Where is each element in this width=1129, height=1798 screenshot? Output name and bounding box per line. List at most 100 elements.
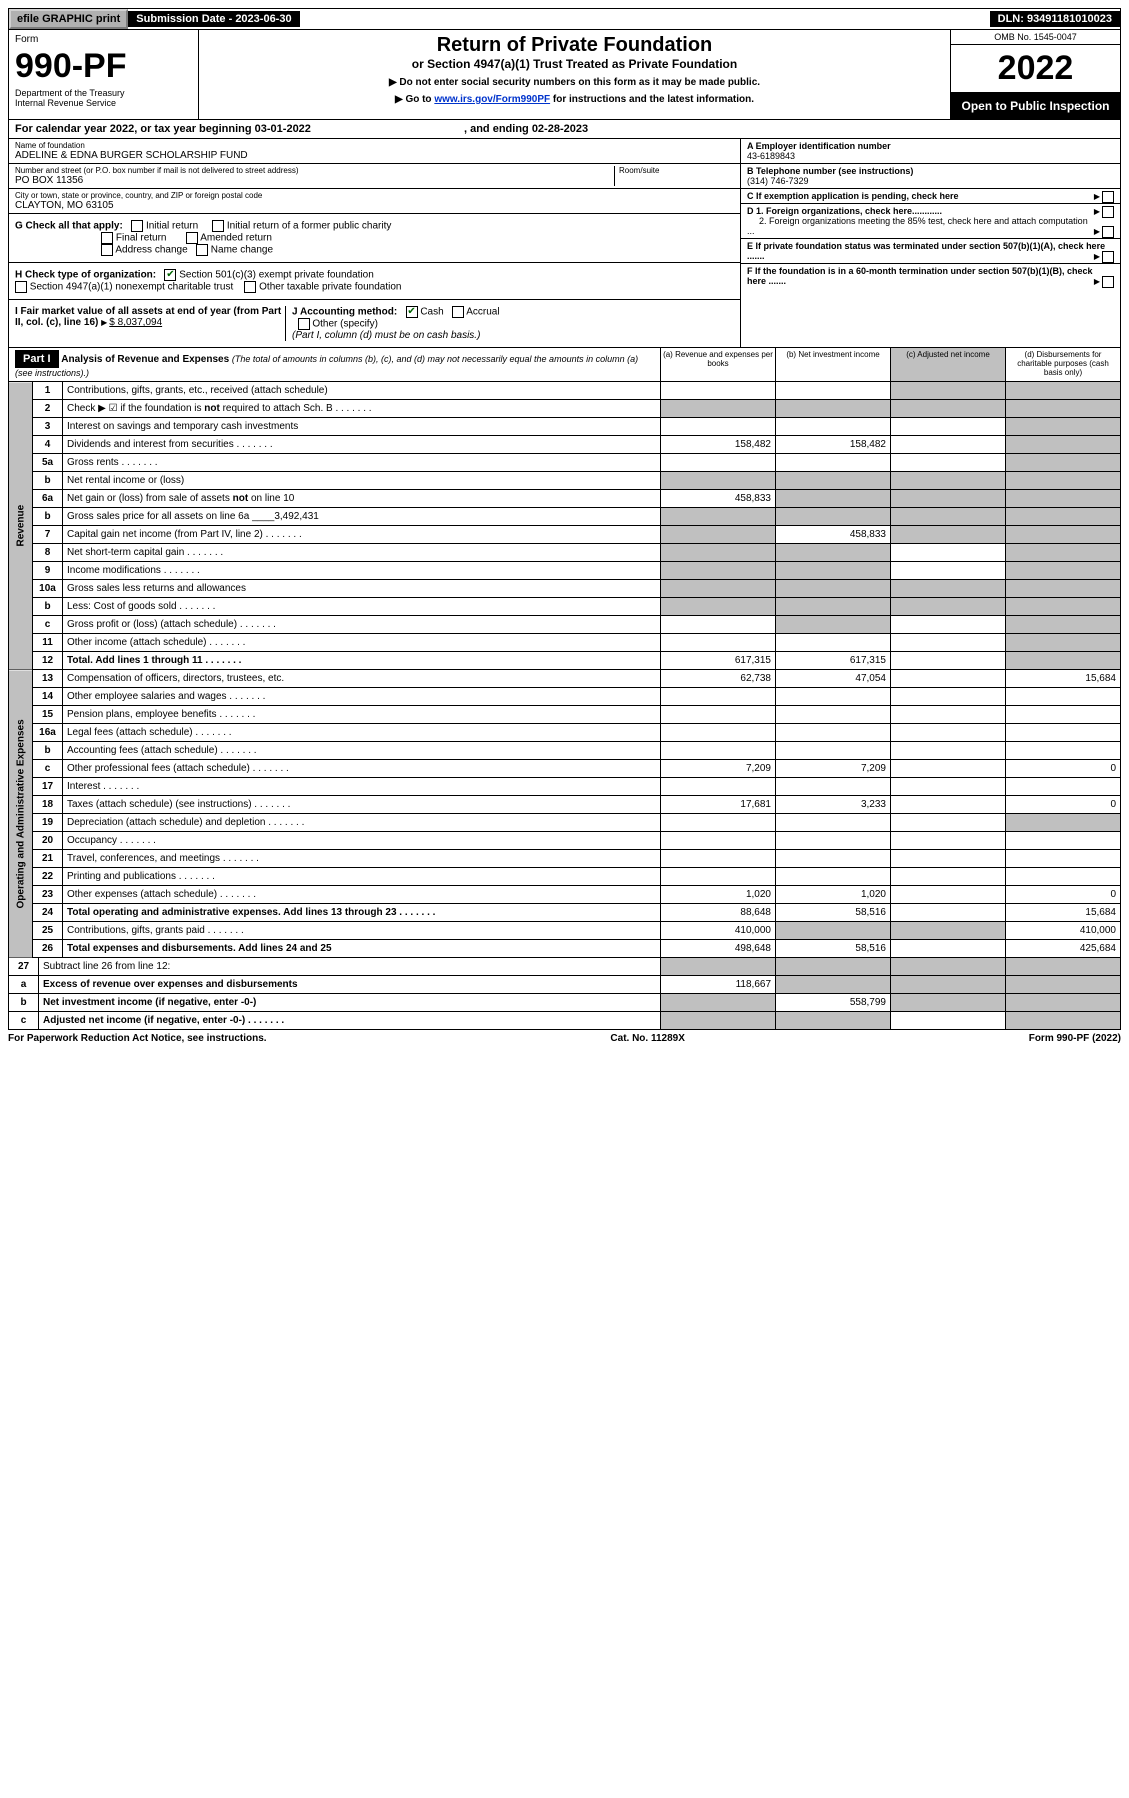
value-cell: 3,233 [776, 796, 891, 814]
line-number: 4 [33, 436, 63, 454]
value-cell [661, 508, 776, 526]
check-d1[interactable] [1102, 206, 1114, 218]
check-f[interactable] [1102, 276, 1114, 288]
table-row: bLess: Cost of goods sold . . . . . . . [9, 598, 1121, 616]
page-footer: For Paperwork Reduction Act Notice, see … [8, 1030, 1121, 1047]
line-description: Taxes (attach schedule) (see instruction… [63, 796, 661, 814]
check-address[interactable] [101, 244, 113, 256]
line-description: Check ▶ ☑ if the foundation is not requi… [63, 400, 661, 418]
city: CLAYTON, MO 63105 [15, 200, 734, 211]
value-cell [891, 832, 1006, 850]
addr: PO BOX 11356 [15, 175, 614, 186]
value-cell [891, 1012, 1006, 1030]
h-label: H Check type of organization: [15, 270, 156, 281]
value-cell: 617,315 [776, 652, 891, 670]
col-b-head: (b) Net investment income [775, 348, 890, 381]
value-cell [661, 526, 776, 544]
line-description: Less: Cost of goods sold . . . . . . . [63, 598, 661, 616]
entity-left: Name of foundation ADELINE & EDNA BURGER… [9, 139, 740, 347]
check-4947[interactable] [15, 281, 27, 293]
line-description: Total expenses and disbursements. Add li… [63, 940, 661, 958]
j-other: Other (specify) [312, 319, 378, 330]
value-cell [1006, 832, 1121, 850]
value-cell [776, 508, 891, 526]
line-description: Pension plans, employee benefits . . . .… [63, 706, 661, 724]
table-row: 8Net short-term capital gain . . . . . .… [9, 544, 1121, 562]
value-cell [776, 454, 891, 472]
check-amended[interactable] [186, 232, 198, 244]
efile-print-button[interactable]: efile GRAPHIC print [9, 9, 128, 29]
check-initial-return[interactable] [131, 220, 143, 232]
line-description: Net rental income or (loss) [63, 472, 661, 490]
line-description: Net short-term capital gain . . . . . . … [63, 544, 661, 562]
value-cell: 15,684 [1006, 904, 1121, 922]
value-cell [661, 400, 776, 418]
value-cell [891, 850, 1006, 868]
opt-final: Final return [116, 233, 167, 244]
check-final[interactable] [101, 232, 113, 244]
form990pf-link[interactable]: www.irs.gov/Form990PF [434, 94, 550, 105]
table-row: 17Interest . . . . . . . [9, 778, 1121, 796]
value-cell [891, 508, 1006, 526]
table-row: 9Income modifications . . . . . . . [9, 562, 1121, 580]
value-cell [1006, 472, 1121, 490]
check-other-taxable[interactable] [244, 281, 256, 293]
value-cell: 158,482 [661, 436, 776, 454]
value-cell [1006, 598, 1121, 616]
check-initial-former[interactable] [212, 220, 224, 232]
line-description: Interest on savings and temporary cash i… [63, 418, 661, 436]
value-cell [776, 580, 891, 598]
d1-label: D 1. Foreign organizations, check here..… [747, 206, 942, 216]
check-name[interactable] [196, 244, 208, 256]
value-cell [661, 706, 776, 724]
value-cell [776, 490, 891, 508]
value-cell [776, 958, 891, 976]
value-cell [1006, 400, 1121, 418]
check-e[interactable] [1102, 251, 1114, 263]
i-value: $ 8,037,094 [109, 317, 162, 328]
table-row: cAdjusted net income (if negative, enter… [9, 1012, 1121, 1030]
value-cell [776, 976, 891, 994]
value-cell [776, 850, 891, 868]
value-cell [891, 958, 1006, 976]
line-number: 10a [33, 580, 63, 598]
check-other-method[interactable] [298, 318, 310, 330]
dept-treasury: Department of the Treasury [15, 88, 192, 98]
value-cell [891, 886, 1006, 904]
check-accrual[interactable] [452, 306, 464, 318]
check-c[interactable] [1102, 191, 1114, 203]
table-row: 4Dividends and interest from securities … [9, 436, 1121, 454]
value-cell [661, 580, 776, 598]
value-cell [661, 832, 776, 850]
check-501c3[interactable] [164, 269, 176, 281]
value-cell [891, 904, 1006, 922]
e-label: E If private foundation status was termi… [747, 241, 1105, 261]
check-cash[interactable] [406, 306, 418, 318]
form-header: Form 990-PF Department of the Treasury I… [8, 30, 1121, 120]
table-row: 11Other income (attach schedule) . . . .… [9, 634, 1121, 652]
header-right: OMB No. 1545-0047 2022 Open to Public In… [950, 30, 1120, 119]
value-cell [776, 634, 891, 652]
value-cell [891, 742, 1006, 760]
value-cell [891, 436, 1006, 454]
line-number: 18 [33, 796, 63, 814]
line-description: Travel, conferences, and meetings . . . … [63, 850, 661, 868]
note2-prefix: ▶ Go to [395, 94, 434, 105]
value-cell: 498,648 [661, 940, 776, 958]
value-cell [891, 976, 1006, 994]
value-cell: 158,482 [776, 436, 891, 454]
value-cell [891, 526, 1006, 544]
value-cell [1006, 526, 1121, 544]
line-number: 9 [33, 562, 63, 580]
entity-right: A Employer identification number 43-6189… [740, 139, 1120, 347]
table-row: 27Subtract line 26 from line 12: [9, 958, 1121, 976]
table-row: 22Printing and publications . . . . . . … [9, 868, 1121, 886]
value-cell [1006, 1012, 1121, 1030]
opt-former: Initial return of a former public charit… [227, 221, 392, 232]
line-number: 22 [33, 868, 63, 886]
line-number: 20 [33, 832, 63, 850]
opt-amended: Amended return [200, 233, 272, 244]
check-d2[interactable] [1102, 226, 1114, 238]
value-cell [1006, 778, 1121, 796]
line-description: Accounting fees (attach schedule) . . . … [63, 742, 661, 760]
